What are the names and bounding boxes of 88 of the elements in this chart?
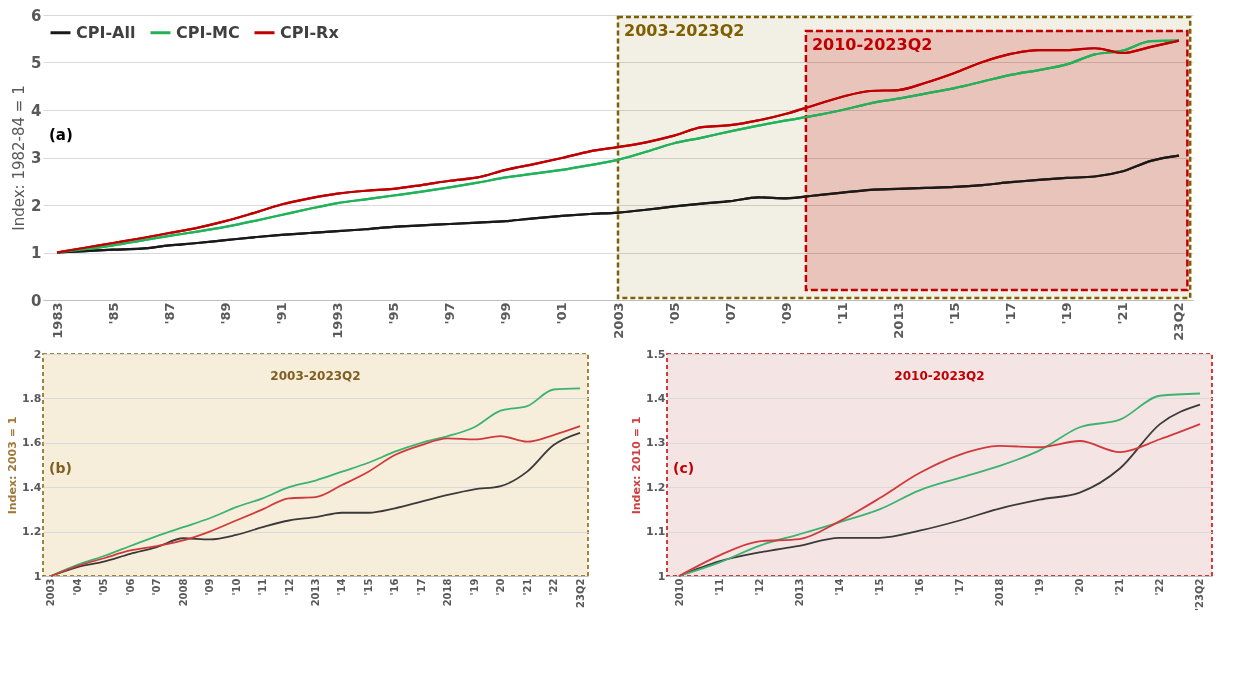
x-tick-label: '20 xyxy=(495,578,507,596)
x-tick-label: '22 xyxy=(1154,578,1166,596)
x-tick-label: '21 xyxy=(1114,578,1126,596)
y-tick-label: 2 xyxy=(33,347,42,361)
y-axis-title: Index: 2010 = 1 xyxy=(630,416,644,515)
y-tick-label: 0 xyxy=(31,291,42,310)
x-tick-label: '20 xyxy=(1074,578,1086,596)
x-tick-label: '05 xyxy=(666,302,682,325)
x-tick-label: 2018 xyxy=(442,578,454,607)
y-axis-title: Index: 1982-84 = 1 xyxy=(10,85,29,231)
x-tick-label: '11 xyxy=(713,578,725,596)
x-tick-label: '15 xyxy=(873,578,885,596)
y-tick-label: 1.3 xyxy=(646,436,666,450)
x-tick-label: '12 xyxy=(753,578,765,596)
x-tick-label: 2013 xyxy=(310,578,321,607)
x-tick-label: 1983 xyxy=(49,302,65,339)
x-tick-label: 2010 xyxy=(673,578,685,607)
x-tick-label: '21 xyxy=(521,578,533,596)
x-tick-label: 2018 xyxy=(994,578,1006,607)
x-tick-label: '14 xyxy=(833,578,845,596)
y-tick-label: 1.4 xyxy=(22,480,42,494)
legend-label: CPI-MC xyxy=(176,22,240,42)
x-tick-label: '12 xyxy=(283,578,295,596)
x-tick-label: '14 xyxy=(336,578,348,596)
y-tick-label: 1.8 xyxy=(22,391,42,405)
x-tick-label: '07 xyxy=(151,578,163,596)
text: 2010-2023Q2 xyxy=(894,369,985,383)
x-tick-label: '91 xyxy=(273,302,289,325)
x-tick-label: '89 xyxy=(217,302,233,325)
x-tick-label: '95 xyxy=(386,302,402,325)
y-tick-label: 1.4 xyxy=(646,391,666,405)
x-tick-label: 23Q2 xyxy=(1171,302,1187,341)
y-tick-label: 3 xyxy=(31,149,42,167)
y-tick-label: 1 xyxy=(657,569,666,583)
annotation: (b) xyxy=(49,460,72,477)
y-tick-label: 1.1 xyxy=(646,525,666,539)
y-tick-label: 5 xyxy=(31,54,42,72)
y-tick-label: 1.2 xyxy=(646,480,666,494)
x-tick-label: '22 xyxy=(548,578,560,596)
band-label: 2003-2023Q2 xyxy=(624,21,745,40)
y-tick-label: 6 xyxy=(31,6,42,25)
x-tick-label: '09 xyxy=(778,302,794,325)
x-tick-label: '19 xyxy=(468,578,480,596)
y-tick-label: 1.5 xyxy=(646,347,666,361)
x-tick-label: '16 xyxy=(389,578,401,596)
legend-label: CPI-All xyxy=(76,22,136,42)
x-tick-label: '05 xyxy=(98,578,110,596)
x-tick-label: '11 xyxy=(834,302,850,325)
x-tick-label: 23Q2 xyxy=(574,578,586,608)
x-tick-label: '19 xyxy=(1059,302,1075,325)
y-tick-label: 1 xyxy=(33,569,42,583)
text: 2003-2023Q2 xyxy=(270,369,361,383)
x-tick-label: '04 xyxy=(71,578,83,596)
x-tick-label: '19 xyxy=(1034,578,1046,596)
x-tick-label: '99 xyxy=(498,302,514,325)
x-tick-label: '17 xyxy=(1003,302,1019,325)
x-tick-label: '10 xyxy=(230,578,242,596)
annotation: (a) xyxy=(49,125,73,144)
legend-label: CPI-Rx xyxy=(280,22,340,42)
x-tick-label: 2008 xyxy=(177,578,189,607)
x-tick-label: '01 xyxy=(554,302,570,325)
x-tick-label: 2003 xyxy=(610,302,626,339)
y-tick-label: 1.6 xyxy=(22,436,42,450)
x-tick-label: '97 xyxy=(442,302,458,325)
x-tick-label: '11 xyxy=(257,578,269,596)
x-tick-label: '09 xyxy=(204,578,216,596)
x-tick-label: '16 xyxy=(913,578,925,596)
y-tick-label: 4 xyxy=(31,101,42,120)
x-tick-label: '07 xyxy=(722,302,738,325)
x-tick-label: 2003 xyxy=(45,578,57,607)
y-axis-title: Index: 2003 = 1 xyxy=(6,416,20,515)
x-tick-label: '85 xyxy=(105,302,121,325)
band-label: 2010-2023Q2 xyxy=(811,35,933,54)
x-tick-label: '21 xyxy=(1115,302,1131,325)
x-tick-label: 1993 xyxy=(330,302,346,339)
x-tick-label: '23Q2 xyxy=(1194,578,1206,611)
x-tick-label: 2013 xyxy=(793,578,805,607)
x-tick-label: '87 xyxy=(161,302,177,325)
y-tick-label: 1.2 xyxy=(22,525,42,539)
x-tick-label: '17 xyxy=(415,578,427,596)
x-tick-label: 2013 xyxy=(890,302,906,339)
x-tick-label: '06 xyxy=(124,578,136,596)
x-tick-label: '15 xyxy=(947,302,963,325)
x-tick-label: '17 xyxy=(954,578,966,596)
y-tick-label: 2 xyxy=(31,196,42,215)
annotation: (c) xyxy=(673,460,695,477)
y-tick-label: 1 xyxy=(31,244,42,262)
x-tick-label: '15 xyxy=(362,578,374,596)
